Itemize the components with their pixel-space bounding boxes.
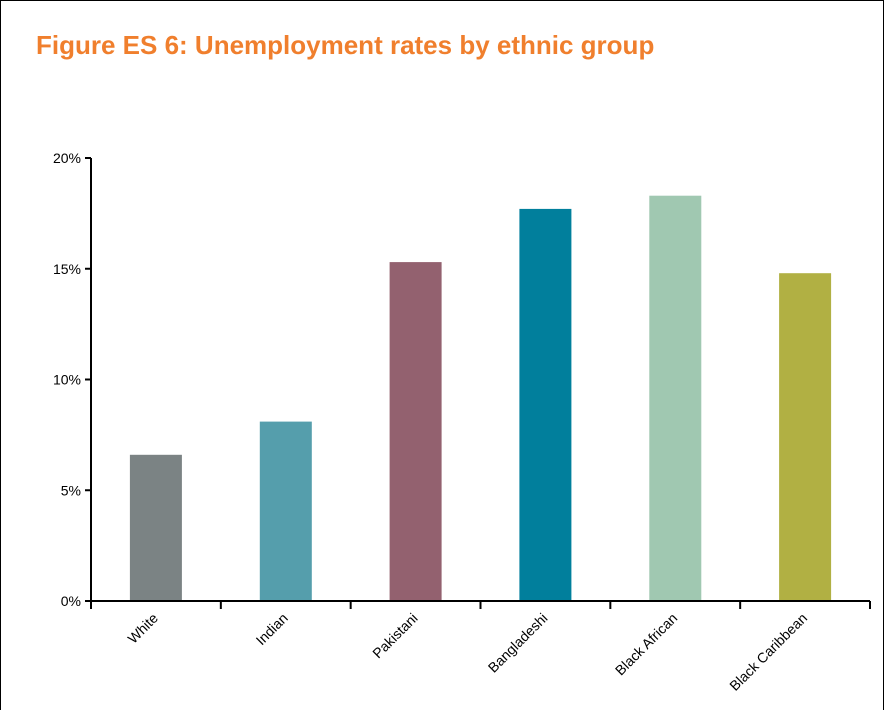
y-tick-label: 0% — [61, 593, 81, 609]
x-tick-label: White — [124, 610, 161, 647]
y-tick-label: 10% — [53, 372, 81, 388]
bar-black-caribbean — [779, 273, 832, 601]
bar-bangladeshi — [519, 208, 572, 601]
x-tick-label: Bangladeshi — [485, 610, 551, 676]
x-tick-label: Pakistani — [369, 610, 420, 661]
bar-black-african — [649, 195, 702, 601]
axes-layer — [85, 157, 871, 609]
y-tick-label: 5% — [61, 482, 81, 498]
y-tick-label: 15% — [53, 261, 81, 277]
bar-pakistani — [389, 262, 442, 601]
x-tick-label: Indian — [253, 610, 291, 648]
y-tick-label: 20% — [53, 150, 81, 166]
bars-layer — [129, 195, 832, 601]
x-tick-label: Black Caribbean — [726, 610, 810, 694]
bar-white — [129, 454, 182, 601]
chart-title: Figure ES 6: Unemployment rates by ethni… — [36, 30, 655, 60]
bar-indian — [259, 421, 312, 601]
x-tick-label: Black African — [612, 610, 681, 679]
